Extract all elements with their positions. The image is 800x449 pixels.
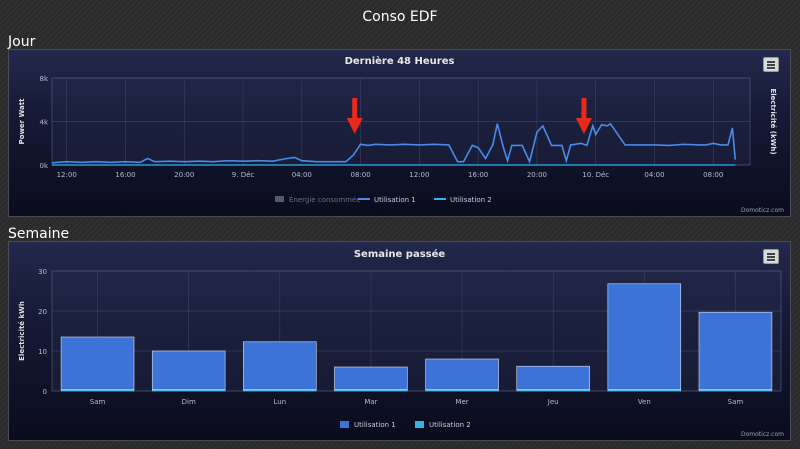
annotation-arrow-shaft xyxy=(352,98,358,120)
day-legend-item[interactable]: Énergie consommée xyxy=(275,195,361,204)
week-x-tick-label: Mer xyxy=(455,398,468,406)
day-legend-label: Énergie consommée xyxy=(289,195,361,204)
day-x-tick-label: 08:00 xyxy=(350,171,370,179)
bar-utilisation-1 xyxy=(151,350,226,390)
bar-utilisation-1 xyxy=(243,341,317,390)
bar-utilisation-1 xyxy=(516,365,590,390)
week-y-tick-label: 20 xyxy=(38,308,47,316)
legend-symbol xyxy=(415,421,424,428)
day-chart-credit[interactable]: Domoticz.com xyxy=(741,207,784,214)
bar-utilisation-2 xyxy=(698,389,773,392)
week-x-tick-label: Dim xyxy=(182,398,196,406)
bar-utilisation-1 xyxy=(60,336,135,390)
day-y-axis-label: Power Watt xyxy=(18,98,26,145)
annotation-arrow-shaft xyxy=(581,98,587,120)
week-chart-svg: 0 10 20 30 Electricité kWh Sam Dim Lun Mar Mer Jeu… xyxy=(18,268,782,429)
day-y-tick-label: 4k xyxy=(39,119,48,127)
annotation-arrow-icon xyxy=(346,118,363,134)
legend-symbol xyxy=(340,421,349,428)
day-x-tick-label: 10. Déc xyxy=(582,171,609,179)
week-x-tick-label: Sam xyxy=(728,398,744,406)
day-legend-item[interactable]: Utilisation 1 xyxy=(358,196,416,204)
day-chart-title: Dernière 48 Heures xyxy=(344,56,455,67)
page-title: Conso EDF xyxy=(362,9,438,25)
bar-utilisation-1 xyxy=(425,358,499,390)
bar-utilisation-2 xyxy=(334,389,408,392)
week-x-tick-label: Lun xyxy=(273,398,286,406)
day-chart-panel: Dernière 48 Heures 0k 4k 8k 12:00 16:00 20:00… xyxy=(8,49,791,217)
day-x-tick-label: 20:00 xyxy=(174,171,194,179)
week-y-tick-label: 0 xyxy=(43,388,47,396)
week-x-tick-label: Jeu xyxy=(547,398,559,406)
day-series-line-1 xyxy=(51,122,737,165)
week-chart-title: Semaine passée xyxy=(353,249,446,260)
bar-utilisation-2 xyxy=(516,389,590,392)
week-legend-label: Utilisation 2 xyxy=(429,421,471,429)
week-legend-item[interactable]: Utilisation 1 xyxy=(340,421,396,429)
bar-utilisation-1 xyxy=(334,366,408,390)
day-x-tick-label: 08:00 xyxy=(703,171,723,179)
day-x-tick-label: 04:00 xyxy=(292,171,312,179)
week-y-tick-label: 10 xyxy=(38,348,47,356)
week-legend-label: Utilisation 1 xyxy=(354,421,396,429)
annotation-arrow-icon xyxy=(575,118,592,134)
day-legend-label: Utilisation 2 xyxy=(450,196,492,204)
week-legend-item[interactable]: Utilisation 2 xyxy=(415,421,471,429)
section-title-day: Jour xyxy=(8,34,36,50)
week-x-tick-label: Ven xyxy=(638,398,651,406)
day-legend-item[interactable]: Utilisation 2 xyxy=(434,196,492,204)
week-chart-credit[interactable]: Domoticz.com xyxy=(741,431,784,438)
legend-symbol xyxy=(275,196,284,202)
section-title-week: Semaine xyxy=(8,226,70,242)
day-y2-axis-label: Electricité (kWh) xyxy=(769,88,777,154)
week-x-tick-label: Sam xyxy=(90,398,106,406)
bar-utilisation-2 xyxy=(152,389,226,392)
day-x-tick-label: 16:00 xyxy=(115,171,135,179)
bar-utilisation-1 xyxy=(698,311,773,390)
day-y-tick-label: 0k xyxy=(39,162,48,170)
week-y-axis-label: Electricité kWh xyxy=(18,301,26,361)
day-x-tick-label: 12:00 xyxy=(409,171,429,179)
day-chart-menu-icon[interactable] xyxy=(763,57,779,72)
day-x-tick-label: 16:00 xyxy=(468,171,488,179)
day-legend-label: Utilisation 1 xyxy=(374,196,416,204)
day-x-tick-label: 12:00 xyxy=(57,171,77,179)
week-y-tick-label: 30 xyxy=(38,268,47,276)
bar-utilisation-2 xyxy=(607,389,681,392)
day-y-tick-label: 8k xyxy=(39,75,48,83)
week-x-tick-label: Mar xyxy=(364,398,377,406)
week-chart-panel: Semaine passée 0 10 20 30 Electricité kWh Sam… xyxy=(8,241,791,441)
day-x-tick-label: 20:00 xyxy=(527,171,547,179)
bar-utilisation-2 xyxy=(425,389,499,392)
bar-utilisation-2 xyxy=(60,389,135,392)
day-x-tick-label: 9. Déc xyxy=(232,171,255,179)
week-chart-menu-icon[interactable] xyxy=(763,249,779,264)
bar-utilisation-2 xyxy=(243,389,317,392)
bar-utilisation-1 xyxy=(607,283,682,390)
day-x-tick-label: 04:00 xyxy=(644,171,664,179)
day-chart-svg: 0k 4k 8k 12:00 16:00 20:00 9. Déc 04:00 08:00 12:… xyxy=(18,75,777,204)
